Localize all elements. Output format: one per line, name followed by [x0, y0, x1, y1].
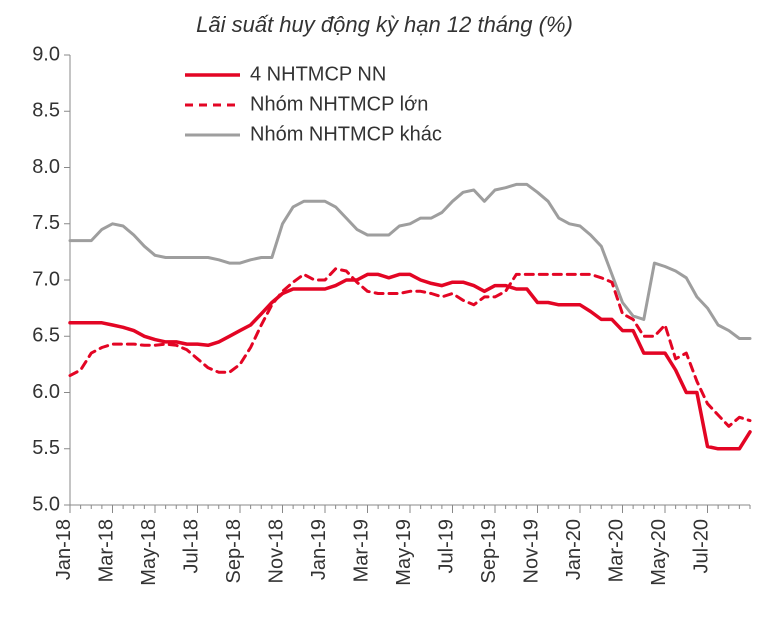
x-tick-label: Sep-18 [223, 519, 245, 584]
y-tick-label: 7.0 [32, 268, 60, 290]
y-tick-label: 8.0 [32, 156, 60, 178]
y-tick-label: 9.0 [32, 43, 60, 65]
x-tick-label: Sep-19 [478, 519, 500, 584]
y-tick-label: 5.5 [32, 437, 60, 459]
x-tick-label: Mar-18 [96, 519, 118, 582]
x-tick-label: May-19 [393, 519, 415, 586]
y-tick-label: 8.5 [32, 100, 60, 122]
legend-label: Nhóm NHTMCP khác [250, 123, 442, 145]
y-tick-label: 5.0 [32, 493, 60, 515]
y-tick-label: 6.0 [32, 381, 60, 403]
x-tick-label: Jan-19 [308, 519, 330, 580]
y-tick-label: 6.5 [32, 325, 60, 347]
x-tick-label: Jul-18 [181, 519, 203, 573]
x-tick-label: Jul-19 [436, 519, 458, 573]
x-tick-label: Mar-19 [351, 519, 373, 582]
x-tick-label: May-20 [648, 519, 670, 586]
chart-svg: 5.0 5.5 6.0 6.5 7.0 7.5 8.0 8.5 9.0 Jan-18 Mar-18 M… [0, 0, 769, 624]
x-tick-label: May-18 [138, 519, 160, 586]
series-s3 [70, 184, 750, 338]
x-tick-label: Jan-20 [563, 519, 585, 580]
x-tick-label: Nov-19 [521, 519, 543, 583]
chart-container: Lãi suất huy động kỳ hạn 12 tháng (%) 5.… [0, 0, 769, 624]
y-tick-label: 7.5 [32, 212, 60, 234]
legend-label: Nhóm NHTMCP lớn [250, 93, 428, 115]
legend-label: 4 NHTMCP NN [250, 63, 386, 85]
x-tick-label: Mar-20 [606, 519, 628, 582]
x-tick-label: Nov-18 [266, 519, 288, 583]
x-tick-label: Jan-18 [53, 519, 75, 580]
x-tick-label: Jul-20 [691, 519, 713, 573]
